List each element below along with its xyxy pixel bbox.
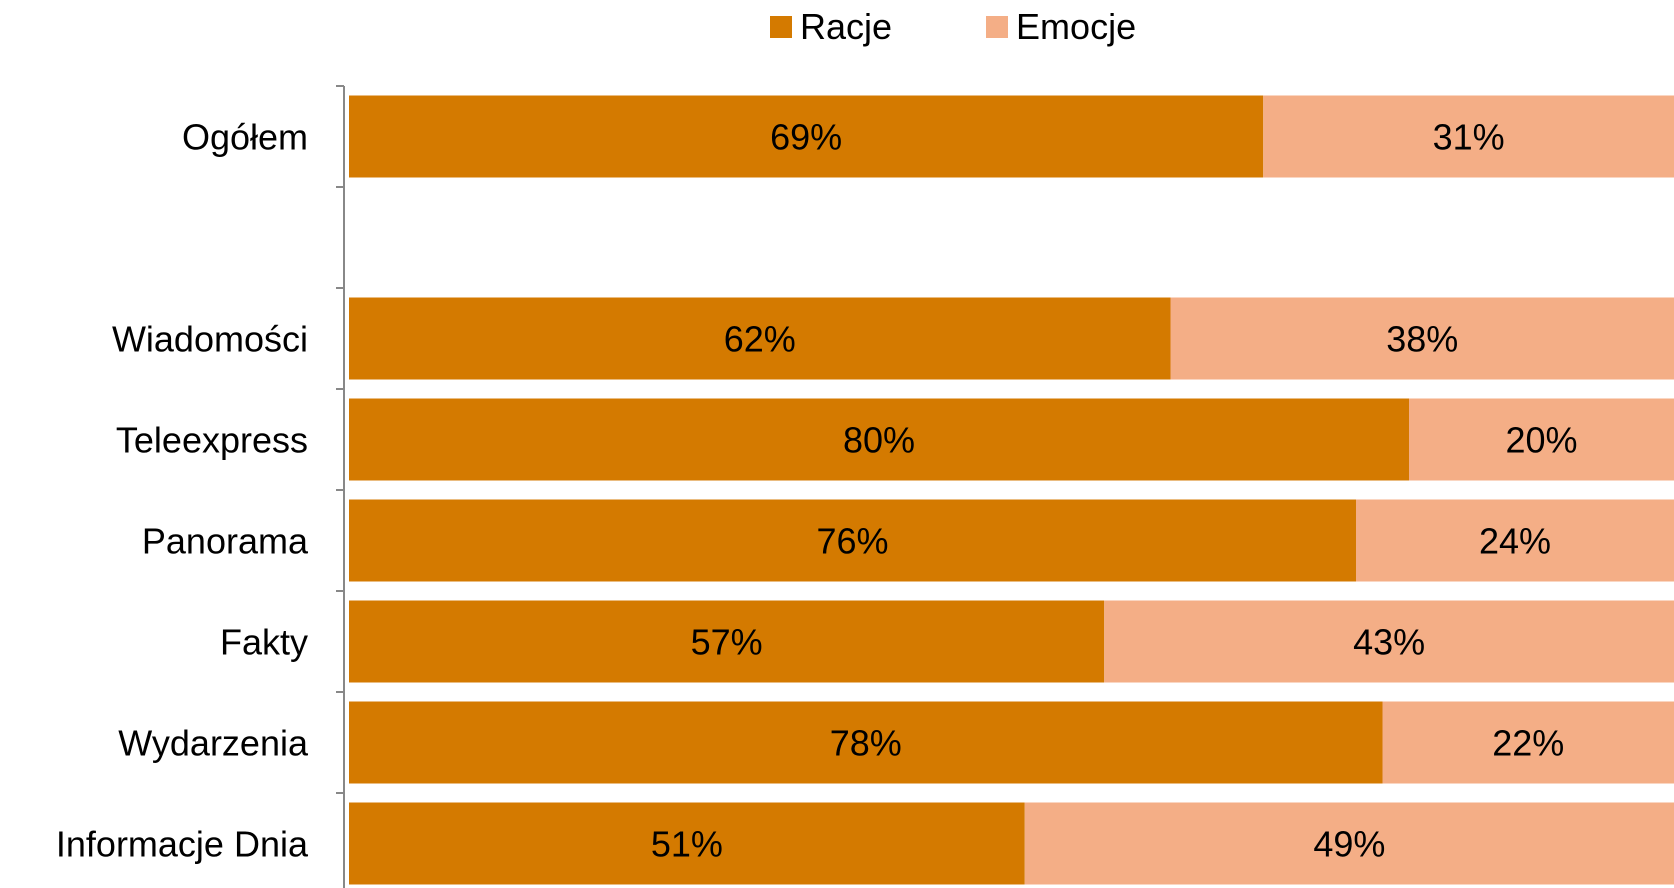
bar-racje[interactable] bbox=[349, 701, 1383, 784]
data-label: 49% bbox=[1313, 824, 1385, 865]
bars bbox=[349, 95, 1674, 885]
bar-racje[interactable] bbox=[349, 499, 1356, 582]
legend-item-emocje[interactable]: Emocje bbox=[986, 6, 1136, 48]
bar-emocje[interactable] bbox=[1356, 499, 1674, 582]
category-label: Wiadomości bbox=[112, 319, 308, 360]
data-label: 62% bbox=[724, 319, 796, 360]
data-label: 20% bbox=[1505, 420, 1577, 461]
category-label: Informacje Dnia bbox=[56, 824, 309, 865]
bar-racje[interactable] bbox=[349, 802, 1025, 885]
bar-racje[interactable] bbox=[349, 297, 1171, 380]
labels: Ogółem 69% 31% Wiadomości 62% 38% Teleexpress 8… bbox=[56, 117, 1578, 865]
data-label: 31% bbox=[1433, 117, 1505, 158]
bar-emocje[interactable] bbox=[1409, 398, 1674, 481]
legend-swatch-emocje bbox=[986, 16, 1009, 38]
data-label: 80% bbox=[843, 420, 915, 461]
category-label: Ogółem bbox=[182, 117, 308, 158]
data-label: 69% bbox=[770, 117, 842, 158]
bar-emocje[interactable] bbox=[1170, 297, 1674, 380]
data-label: 38% bbox=[1386, 319, 1458, 360]
legend-swatch-racje bbox=[770, 16, 792, 38]
category-axis bbox=[336, 85, 345, 888]
bar-racje[interactable] bbox=[349, 398, 1409, 481]
data-label: 57% bbox=[691, 622, 763, 663]
category-label: Teleexpress bbox=[116, 420, 308, 461]
legend: Racje Emocje bbox=[770, 6, 1136, 48]
bar-emocje[interactable] bbox=[1024, 802, 1674, 885]
data-label: 76% bbox=[816, 521, 888, 562]
bar-emocje[interactable] bbox=[1382, 701, 1674, 784]
bar-racje[interactable] bbox=[349, 600, 1105, 683]
bar-emocje[interactable] bbox=[1104, 600, 1674, 683]
legend-item-racje[interactable]: Racje bbox=[770, 6, 892, 48]
data-label: 24% bbox=[1479, 521, 1551, 562]
bar-emocje[interactable] bbox=[1263, 95, 1674, 178]
category-label: Wydarzenia bbox=[118, 723, 309, 764]
category-label: Fakty bbox=[220, 622, 308, 663]
data-label: 78% bbox=[830, 723, 902, 764]
legend-label-emocje: Emocje bbox=[1016, 6, 1137, 47]
legend-label-racje: Racje bbox=[800, 6, 893, 47]
data-label: 22% bbox=[1492, 723, 1564, 764]
bar-racje[interactable] bbox=[349, 95, 1264, 178]
data-label: 43% bbox=[1353, 622, 1425, 663]
category-label: Panorama bbox=[142, 521, 309, 562]
data-label: 51% bbox=[651, 824, 723, 865]
